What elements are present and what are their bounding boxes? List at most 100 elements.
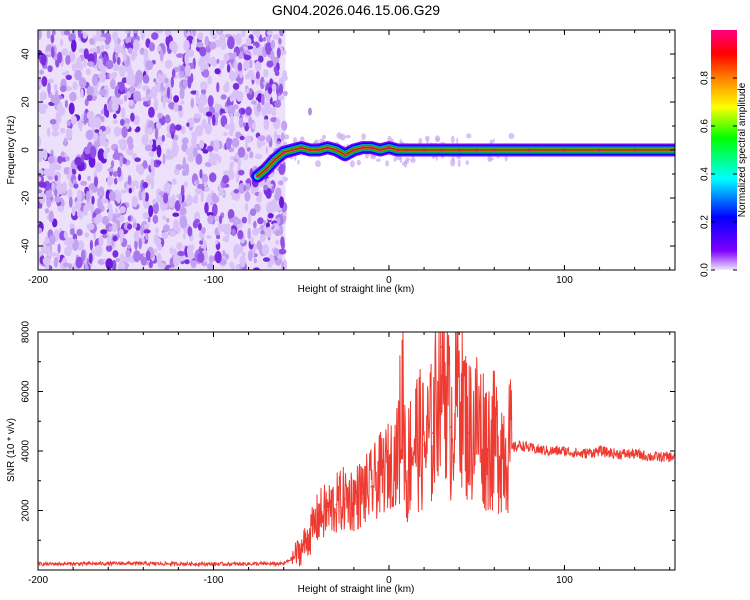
snr-data-point [563, 450, 566, 452]
noise-speck [52, 94, 60, 105]
colorbar-label: Normalized spectral amplitude [737, 82, 748, 217]
track-fringe-speck [508, 133, 515, 139]
snr-x-axis: -200 -100 0 100 [28, 332, 671, 586]
noise-speck [97, 58, 103, 70]
track-fringe-speck [321, 134, 327, 139]
signal-track-point [563, 148, 566, 152]
noise-speck [243, 60, 250, 70]
spectrogram-x-label: Height of straight line (km) [298, 284, 415, 295]
noise-speck [160, 81, 164, 93]
noise-speck [245, 179, 252, 184]
noise-speck [153, 97, 159, 111]
noise-speck [137, 96, 142, 102]
noise-speck [232, 216, 239, 221]
noise-speck [217, 30, 222, 34]
noise-speck [110, 96, 117, 103]
noise-speck [199, 124, 204, 131]
noise-speck [154, 127, 159, 140]
noise-speck [105, 258, 113, 270]
track-fringe-speck [345, 135, 351, 139]
signal-track-layer-5 [256, 146, 675, 178]
noise-speck [184, 259, 190, 265]
noise-speck [128, 143, 134, 150]
noise-speck [235, 90, 244, 102]
snr-data-point [335, 503, 338, 506]
noise-speck [86, 85, 94, 98]
noise-speck [206, 145, 214, 152]
noise-speck [271, 83, 277, 92]
track-fringe-speck [435, 137, 441, 142]
signal-track-point [317, 148, 321, 152]
noise-speck [247, 250, 253, 262]
noise-speck [72, 81, 78, 91]
noise-speck [150, 86, 158, 99]
noise-speck [219, 215, 223, 225]
noise-speck [228, 70, 236, 82]
noise-speck [214, 68, 221, 75]
noise-speck [107, 175, 114, 185]
noise-speck [118, 261, 126, 270]
spectrogram-x-axis: -200 -100 0 100 [28, 30, 671, 286]
noise-speck [148, 106, 155, 118]
snr-data-point [318, 515, 320, 518]
noise-speck [57, 51, 63, 64]
signal-track-point [492, 148, 496, 152]
noise-speck [156, 160, 162, 165]
noise-speck [63, 137, 67, 147]
noise-speck [92, 74, 99, 86]
noise-speck [197, 32, 204, 40]
noise-speck [184, 52, 189, 66]
noise-speck [51, 131, 60, 137]
noise-speck [138, 238, 142, 250]
noise-speck [171, 178, 177, 185]
noise-speck [140, 224, 144, 237]
figure-title: GN04.2026.046.15.06.G29 [272, 2, 440, 18]
noise-speck [212, 153, 220, 161]
noise-speck [200, 81, 208, 90]
track-fringe-speck [424, 135, 430, 142]
spectrogram-x-tick-label: 0 [386, 275, 392, 286]
signal-track-point [370, 146, 373, 150]
noise-speck [237, 229, 244, 240]
noise-speck [40, 243, 48, 255]
noise-speck [266, 35, 271, 43]
noise-speck [243, 46, 249, 51]
noise-speck [53, 256, 59, 268]
noise-speck [192, 30, 197, 37]
noise-speck [125, 35, 133, 45]
noise-speck [172, 248, 177, 256]
noise-speck [52, 218, 58, 228]
noise-speck [47, 65, 53, 73]
noise-speck [144, 192, 149, 202]
noise-speck [196, 42, 204, 48]
signal-track-point [256, 175, 259, 178]
spectrogram-x-tick-label: -200 [28, 275, 48, 286]
noise-speck [84, 98, 89, 107]
noise-speck [166, 184, 173, 189]
noise-speck [116, 97, 121, 103]
noise-speck [255, 30, 261, 39]
track-fringe-speck [488, 157, 494, 161]
track-fringe-speck [265, 145, 268, 155]
noise-speck [111, 259, 117, 270]
noise-speck [87, 176, 91, 181]
noise-speck [181, 126, 186, 135]
noise-speck [64, 246, 72, 257]
noise-speck [127, 215, 132, 222]
noise-speck [202, 149, 209, 154]
noise-speck [197, 252, 205, 263]
noise-speck [78, 77, 87, 89]
noise-speck [220, 59, 225, 70]
noise-speck [47, 78, 54, 84]
noise-speck [199, 240, 204, 245]
snr-data-point [484, 438, 487, 440]
snr-y-axis: 2000 4000 6000 8000 [21, 320, 675, 571]
signal-track-point [405, 148, 408, 152]
noise-speck [172, 212, 180, 217]
noise-speck [131, 153, 137, 160]
noise-speck [142, 74, 150, 84]
snr-data-point [124, 562, 127, 565]
noise-speck [220, 94, 227, 100]
noise-speck [245, 135, 252, 144]
